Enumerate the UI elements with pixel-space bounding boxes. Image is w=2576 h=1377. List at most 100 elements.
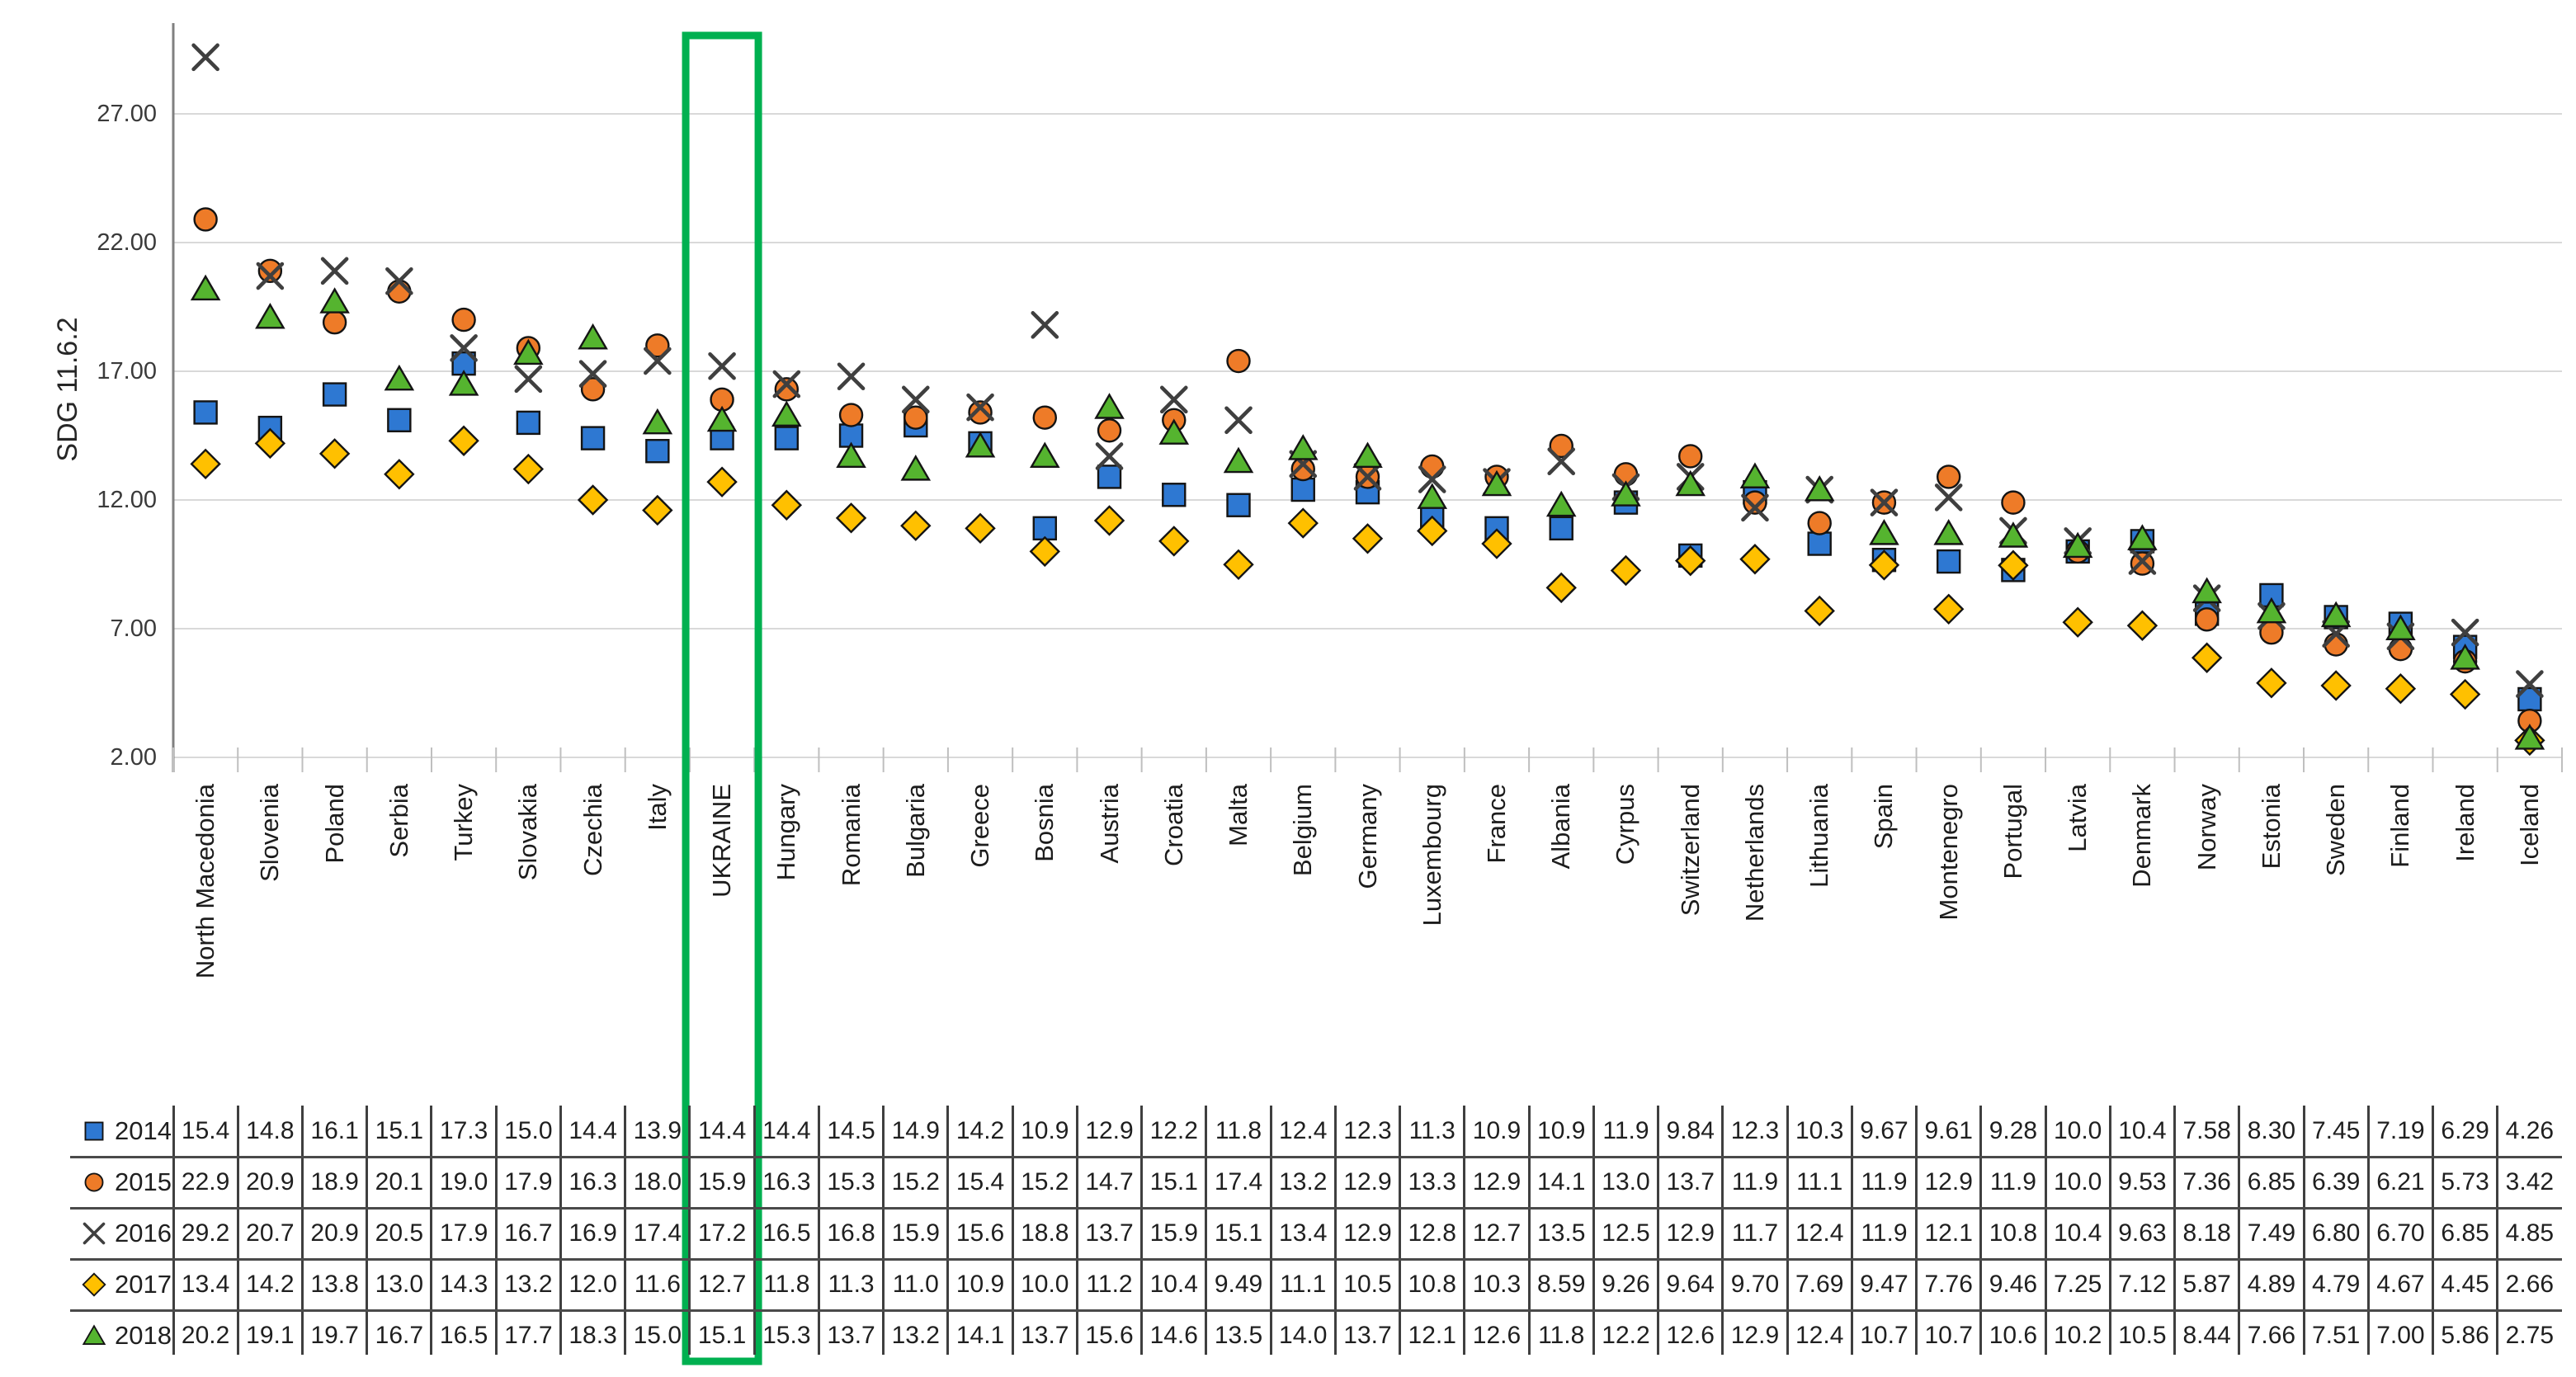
marker-2014	[1807, 531, 1832, 556]
table-cell: 13.7	[1343, 1322, 1392, 1349]
table-cell: 9.26	[1602, 1271, 1650, 1298]
marker-2018	[2514, 724, 2545, 750]
marker-2018	[642, 408, 673, 435]
table-column-line	[1075, 1106, 1078, 1355]
marker-2018	[1029, 441, 1060, 468]
marker-2018	[2062, 531, 2093, 559]
marker-2016	[1741, 493, 1769, 522]
marker-2018	[1933, 519, 1964, 545]
table-cell: 5.73	[2441, 1168, 2489, 1195]
marker-2015	[774, 377, 800, 402]
marker-2016	[708, 351, 736, 380]
category-label: Bosnia	[1030, 784, 1059, 862]
table-column-line	[559, 1106, 562, 1355]
marker-2016	[2451, 618, 2479, 647]
table-cell: 10.0	[1021, 1271, 1069, 1298]
marker-2015	[580, 377, 606, 402]
table-cell: 13.7	[827, 1322, 875, 1349]
table-cell: 7.00	[2376, 1322, 2425, 1349]
marker-2016	[1159, 385, 1188, 414]
marker-2016	[578, 360, 607, 388]
table-cell: 7.69	[1795, 1271, 1844, 1298]
table-cell: 14.8	[246, 1117, 295, 1144]
category-label: Italy	[642, 784, 672, 831]
marker-2018	[2256, 597, 2287, 624]
marker-2018	[1998, 521, 2029, 548]
table-cell: 12.1	[1924, 1219, 1973, 1247]
table-cell: 13.0	[375, 1271, 424, 1298]
table-cell: 2.75	[2505, 1322, 2555, 1349]
table-cell: 10.2	[2053, 1322, 2102, 1349]
marker-2016	[514, 365, 543, 394]
marker-2018	[2191, 577, 2222, 604]
marker-2015	[1807, 511, 1832, 535]
category-label: Luxembourg	[1417, 784, 1446, 927]
marker-2018	[706, 405, 738, 432]
category-label: Sweden	[2321, 784, 2351, 877]
table-cell: 14.6	[1149, 1322, 1198, 1349]
marker-2017	[1804, 595, 1835, 627]
table-cell: 10.9	[955, 1271, 1005, 1298]
marker-2017	[1158, 526, 1190, 557]
marker-2015	[1743, 490, 1767, 515]
table-cell: 11.0	[892, 1271, 939, 1298]
marker-2014	[1549, 516, 1573, 541]
table-cell: 10.7	[1924, 1322, 1973, 1349]
marker-2015	[838, 403, 864, 427]
marker-2017	[771, 489, 803, 521]
marker-2014	[322, 382, 347, 407]
table-cell: 12.0	[569, 1271, 617, 1298]
table-row-line	[70, 1155, 2562, 1158]
marker-2015	[2324, 632, 2348, 657]
table-cell: 7.12	[2118, 1271, 2167, 1298]
category-label: Turkey	[449, 784, 479, 861]
table-cell: 12.9	[1085, 1117, 1134, 1144]
marker-2016	[320, 257, 349, 285]
table-cell: 3.42	[2505, 1168, 2555, 1195]
square-legend-glyph	[84, 1121, 104, 1141]
table-cell: 20.9	[310, 1219, 359, 1247]
table-column-line	[430, 1106, 433, 1355]
marker-2018	[1869, 519, 1899, 545]
marker-2017	[835, 502, 867, 534]
marker-2016	[837, 362, 866, 391]
table-cell: 10.8	[1408, 1271, 1456, 1298]
marker-2017	[2062, 606, 2093, 638]
marker-2015	[1097, 418, 1122, 443]
marker-2018	[2320, 601, 2352, 628]
table-cell: 15.6	[1085, 1322, 1134, 1349]
table-cell: 13.2	[1279, 1168, 1328, 1195]
marker-2018	[190, 274, 221, 301]
table-cell: 13.7	[1085, 1219, 1134, 1247]
table-cell: 11.9	[1731, 1168, 1779, 1195]
marker-2018	[1094, 393, 1125, 419]
category-label: Switzerland	[1675, 784, 1705, 917]
marker-2017	[2449, 678, 2481, 710]
marker-2014	[1162, 483, 1187, 507]
table-cell: 9.63	[2118, 1219, 2167, 1247]
marker-2017	[1932, 593, 1965, 625]
table-cell: 16.8	[827, 1219, 875, 1247]
table-column-line	[1850, 1106, 1853, 1355]
table-cell: 16.9	[569, 1219, 617, 1247]
table-cell: 10.3	[1472, 1271, 1522, 1298]
category-label: Croatia	[1158, 784, 1188, 866]
table-cell: 10.9	[1021, 1117, 1069, 1144]
marker-2018	[2450, 644, 2480, 670]
legend-year-label: 2014	[115, 1116, 172, 1145]
table-row-line	[70, 1257, 2562, 1261]
marker-2016	[1547, 447, 1576, 475]
table-cell: 4.85	[2505, 1219, 2555, 1247]
marker-2017	[706, 466, 738, 498]
table-cell: 13.8	[310, 1271, 359, 1298]
table-cell: 15.1	[1149, 1168, 1198, 1195]
table-cell: 9.28	[1989, 1117, 2038, 1144]
category-label: Portugal	[1998, 784, 2027, 879]
marker-2018	[319, 287, 350, 314]
marker-2017	[1029, 535, 1060, 568]
category-label: Latvia	[2063, 784, 2092, 852]
table-cell: 18.8	[1021, 1219, 1069, 1247]
marker-2017	[642, 494, 673, 526]
table-cell: 13.5	[1537, 1219, 1586, 1247]
table-cell: 7.49	[2247, 1219, 2296, 1247]
